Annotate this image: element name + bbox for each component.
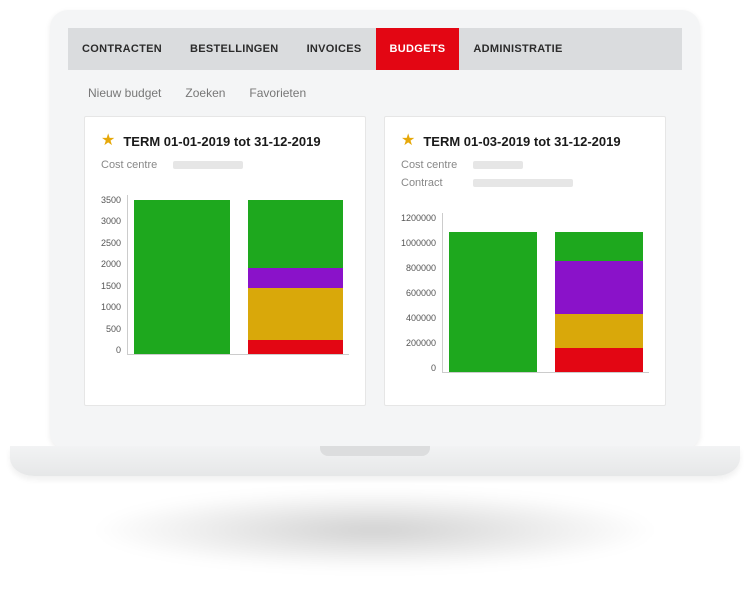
bar [449,213,537,372]
y-axis: 3500 3000 2500 2000 1500 1000 500 0 [101,195,127,355]
subnav-zoeken[interactable]: Zoeken [185,86,225,100]
meta-label: Cost centre [401,159,463,171]
bar-segment [248,200,343,268]
plot-area [127,195,349,355]
star-icon[interactable]: ★ [401,133,415,149]
main-tab-bar: CONTRACTENBESTELLINGENINVOICESBUDGETSADM… [68,28,682,70]
y-tick: 800000 [406,263,436,273]
meta-label: Contract [401,177,463,189]
card-title: TERM 01-03-2019 tot 31-12-2019 [423,134,620,149]
laptop-shadow [90,490,660,570]
y-tick: 2500 [101,238,121,248]
y-tick: 200000 [406,338,436,348]
y-tick: 1000000 [401,238,436,248]
subnav-nieuw-budget[interactable]: Nieuw budget [88,86,161,100]
y-tick: 500 [106,324,121,334]
y-tick: 400000 [406,313,436,323]
chart: 3500 3000 2500 2000 1500 1000 500 0 [101,195,349,355]
bar-segment [248,340,343,354]
bar-segment [555,232,643,261]
laptop-frame: CONTRACTENBESTELLINGENINVOICESBUDGETSADM… [50,10,700,450]
bar-segment [555,314,643,348]
bar-segment [134,200,229,354]
sub-nav-bar: Nieuw budget Zoeken Favorieten [68,70,682,110]
bar-segment [248,288,343,340]
y-tick: 1500 [101,281,121,291]
meta-label: Cost centre [101,159,163,171]
card-header: ★ TERM 01-01-2019 tot 31-12-2019 [101,133,349,149]
tab-bestellingen[interactable]: BESTELLINGEN [176,28,293,70]
y-tick: 0 [116,345,121,355]
star-icon[interactable]: ★ [101,133,115,149]
bar [555,213,643,372]
bar [134,195,229,354]
bar [248,195,343,354]
tab-contracten[interactable]: CONTRACTEN [68,28,176,70]
redacted-value [473,161,523,169]
y-tick: 1200000 [401,213,436,223]
budget-card: ★ TERM 01-03-2019 tot 31-12-2019 Cost cent… [384,116,666,406]
y-tick: 3500 [101,195,121,205]
card-title: TERM 01-01-2019 tot 31-12-2019 [123,134,320,149]
redacted-value [473,179,573,187]
meta-row: Contract [401,177,649,189]
tab-budgets[interactable]: BUDGETS [376,28,460,70]
budget-cards-row: ★ TERM 01-01-2019 tot 31-12-2019 Cost cent… [68,110,682,406]
app-screen: CONTRACTENBESTELLINGENINVOICESBUDGETSADM… [68,28,682,432]
tab-administratie[interactable]: ADMINISTRATIE [459,28,576,70]
laptop-base [10,446,740,476]
y-tick: 600000 [406,288,436,298]
bar-segment [248,268,343,288]
y-tick: 0 [431,363,436,373]
budget-card: ★ TERM 01-01-2019 tot 31-12-2019 Cost cent… [84,116,366,406]
y-tick: 3000 [101,216,121,226]
meta-row: Cost centre [401,159,649,171]
laptop-notch [320,446,430,456]
tab-invoices[interactable]: INVOICES [293,28,376,70]
bar-segment [555,261,643,314]
bar-segment [449,232,537,372]
card-header: ★ TERM 01-03-2019 tot 31-12-2019 [401,133,649,149]
meta-row: Cost centre [101,159,349,171]
redacted-value [173,161,243,169]
plot-area [442,213,649,373]
y-tick: 2000 [101,259,121,269]
bar-segment [555,348,643,372]
subnav-favorieten[interactable]: Favorieten [249,86,306,100]
chart: 1200000 1000000 800000 600000 400000 200000 0 [401,213,649,373]
y-axis: 1200000 1000000 800000 600000 400000 200000 0 [401,213,442,373]
y-tick: 1000 [101,302,121,312]
